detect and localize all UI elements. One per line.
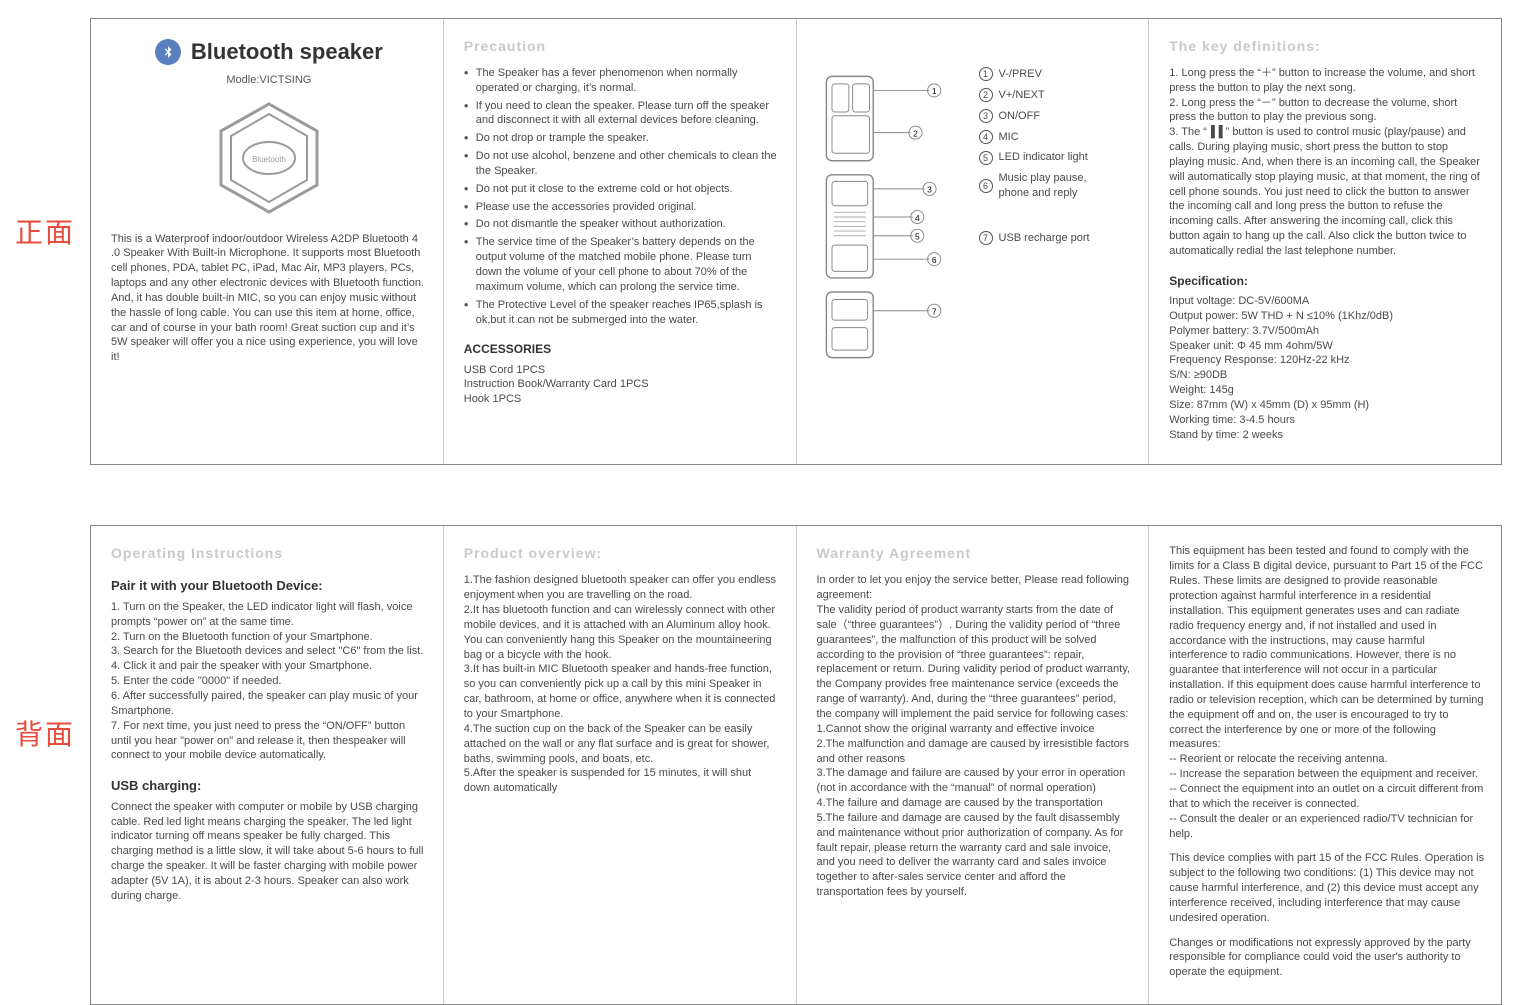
side-label-back: 背面: [0, 465, 90, 1005]
precaution-item: Please use the accessories provided orig…: [464, 200, 780, 215]
usb-heading: USB charging:: [111, 777, 427, 795]
panel-diagram: 1 2 3 4 5: [797, 19, 1150, 464]
precaution-item: Do not use alcohol, benzene and other ch…: [464, 149, 780, 179]
fcc-body-2: This device complies with part 15 of the…: [1169, 851, 1485, 925]
svg-text:6: 6: [931, 255, 936, 265]
precaution-item: Do not dismantle the speaker without aut…: [464, 217, 780, 232]
warranty-heading: Warranty Agreement: [817, 544, 1133, 563]
operating-heading: Operating Instructions: [111, 544, 427, 563]
svg-text:7: 7: [931, 307, 936, 317]
side-label-front: 正面: [0, 0, 90, 465]
product-description: This is a Waterproof indoor/outdoor Wire…: [111, 232, 427, 366]
diagram-legend: 1V-/PREV 2V+/NEXT 3ON/OFF 4MIC 5LED indi…: [979, 67, 1119, 252]
precaution-item: The Speaker has a fever phenomenon when …: [464, 66, 780, 96]
model-label: Modle:VICTSING: [111, 73, 427, 88]
usb-body: Connect the speaker with computer or mob…: [111, 800, 427, 904]
fcc-body-3: Changes or modifications not expressly a…: [1169, 936, 1485, 981]
panel-operating: Operating Instructions Pair it with your…: [91, 526, 444, 1004]
svg-text:3: 3: [927, 185, 932, 195]
precaution-item: If you need to clean the speaker. Please…: [464, 99, 780, 129]
precaution-list: The Speaker has a fever phenomenon when …: [464, 66, 780, 328]
spec-heading: Specification:: [1169, 273, 1485, 289]
precaution-item: Do not drop or trample the speaker.: [464, 131, 780, 146]
panel-warranty: Warranty Agreement In order to let you e…: [797, 526, 1150, 1004]
fcc-body-1: This equipment has been tested and found…: [1169, 544, 1485, 841]
panel-title: Bluetooth speaker Modle:VICTSING Bluetoo…: [91, 19, 444, 464]
precaution-heading: Precaution: [464, 37, 780, 56]
pair-body: 1. Turn on the Speaker, the LED indicato…: [111, 600, 427, 763]
precaution-item: The Protective Level of the speaker reac…: [464, 298, 780, 328]
svg-text:Bluetooth: Bluetooth: [252, 155, 286, 164]
pair-heading: Pair it with your Bluetooth Device:: [111, 577, 427, 595]
panel-keydefs: The key definitions: 1. Long press the “…: [1149, 19, 1501, 464]
device-diagram: 1 2 3 4 5: [817, 67, 967, 372]
warranty-body: In order to let you enjoy the service be…: [817, 573, 1133, 900]
keydefs-body: 1. Long press the “＋” button to increase…: [1169, 66, 1485, 259]
accessories-heading: ACCESSORIES: [464, 341, 780, 357]
precaution-item: The service time of the Speaker’s batter…: [464, 235, 780, 294]
svg-text:4: 4: [914, 213, 919, 223]
overview-body: 1.The fashion designed bluetooth speaker…: [464, 573, 780, 796]
speaker-illustration: Bluetooth: [111, 98, 427, 218]
bluetooth-icon: [155, 39, 181, 65]
accessories-body: USB Cord 1PCS Instruction Book/Warranty …: [464, 363, 780, 408]
product-title: Bluetooth speaker: [191, 37, 383, 67]
overview-heading: Product overview:: [464, 544, 780, 563]
panel-precaution: Precaution The Speaker has a fever pheno…: [444, 19, 797, 464]
precaution-item: Do not put it close to the extreme cold …: [464, 182, 780, 197]
svg-text:1: 1: [931, 86, 936, 96]
svg-text:5: 5: [914, 232, 919, 242]
panel-overview: Product overview: 1.The fashion designed…: [444, 526, 797, 1004]
spec-body: Input voltage: DC-5V/600MA Output power:…: [1169, 294, 1485, 442]
svg-text:2: 2: [913, 128, 918, 138]
keydefs-heading: The key definitions:: [1169, 37, 1485, 56]
panel-fcc: This equipment has been tested and found…: [1149, 526, 1501, 1004]
